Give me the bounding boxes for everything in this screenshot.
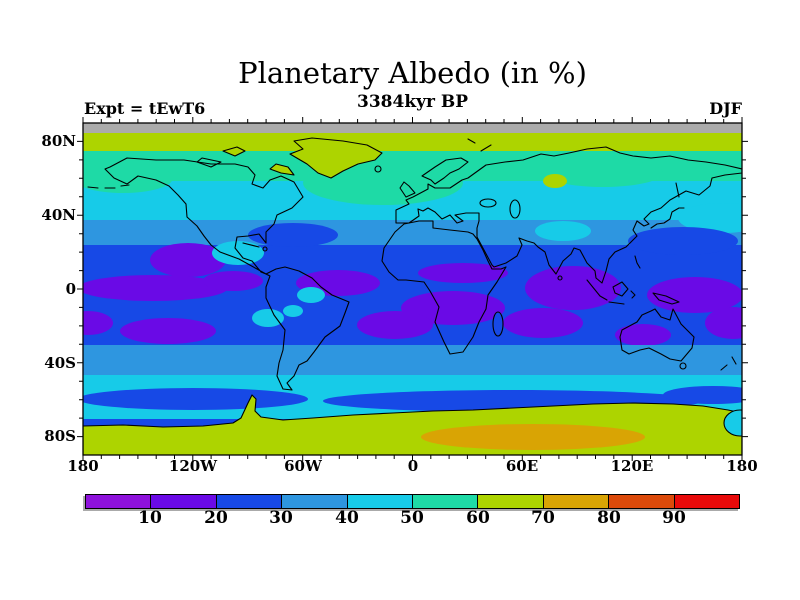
borneo (612, 281, 629, 297)
colorbar-cell-30-40 (282, 495, 348, 508)
south-america (265, 266, 350, 391)
season-label: DJF (709, 99, 742, 118)
lat-label-40n: 40N (41, 206, 76, 224)
britain (399, 181, 416, 198)
new-zealand (720, 356, 737, 371)
albedo-map (77, 117, 748, 461)
colorbar-cell-70-80 (543, 495, 610, 508)
colorbar-cell-lt10 (86, 495, 152, 508)
scandinavia (421, 157, 469, 185)
eurasia (395, 146, 742, 284)
colorbar-label-50: 50 (400, 508, 424, 528)
australia (619, 308, 695, 362)
africa (381, 220, 507, 355)
albedo-fill-layer (83, 123, 742, 455)
new-guinea (652, 292, 680, 305)
arctic-islands (467, 138, 492, 152)
colorbar-cell-40-50 (347, 495, 414, 508)
axis-ticks (77, 117, 748, 461)
colorbar-cell-gt90 (674, 495, 740, 508)
colorbar-label-40: 40 (335, 508, 359, 528)
colorbar-label-60: 60 (466, 508, 490, 528)
colorbar-label-80: 80 (597, 508, 621, 528)
philippines (634, 255, 641, 269)
iceland (374, 165, 382, 173)
colorbar-cell-20-30 (216, 495, 283, 508)
colorbar-cell-10-20 (151, 495, 217, 508)
lon-label-60w: 60W (284, 457, 322, 475)
lon-label-120w: 120W (168, 457, 218, 475)
lon-label-180e: 180 (726, 457, 758, 475)
colorbar-label-30: 30 (269, 508, 293, 528)
tasmania (679, 362, 687, 370)
black-sea (479, 198, 497, 208)
aleutians (87, 184, 130, 189)
greenland (289, 137, 383, 179)
caribbean-islands (242, 242, 260, 248)
colorbar-cell-80-90 (609, 495, 675, 508)
colorbar-cell-60-70 (478, 495, 544, 508)
lat-label-40s: 40S (44, 354, 76, 372)
japan (650, 182, 685, 229)
colorbar-label-20: 20 (204, 508, 228, 528)
coastline-layer (87, 137, 742, 391)
lon-label-120e: 120E (610, 457, 654, 475)
east-antarctica-high-albedo-patch (421, 424, 645, 450)
sumatra-java (586, 279, 636, 305)
lat-label-80n: 80N (41, 132, 76, 150)
tropical-low-albedo-cells (83, 243, 742, 346)
plot-subtitle: 3384kyr BP (357, 92, 468, 112)
lat-label-80s: 80S (44, 427, 76, 445)
sri-lanka (557, 275, 563, 281)
colorbar (85, 494, 740, 509)
lon-label-0: 0 (407, 457, 419, 475)
lon-label-60e: 60E (505, 457, 539, 475)
caspian-sea (509, 199, 521, 219)
colorbar-label-70: 70 (531, 508, 555, 528)
north-america (104, 157, 304, 275)
page-title: Planetary Albedo (in %) (238, 56, 587, 90)
colorbar-label-10: 10 (138, 508, 162, 528)
experiment-label: Expt = tEwT6 (84, 99, 206, 118)
lon-label-180w: 180 (67, 457, 99, 475)
polar-nodata-band (83, 123, 742, 133)
colorbar-cell-50-60 (413, 495, 479, 508)
lat-label-0: 0 (65, 280, 76, 298)
colorbar-label-90: 90 (662, 508, 686, 528)
madagascar (492, 311, 504, 337)
